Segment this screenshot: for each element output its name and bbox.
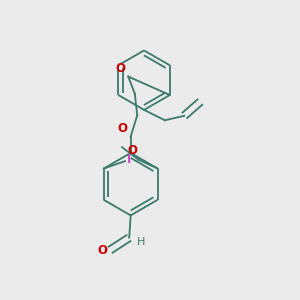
Text: O: O [127,144,137,157]
Text: O: O [115,62,125,75]
Text: O: O [97,244,107,257]
Text: I: I [127,153,131,166]
Text: H: H [136,237,145,247]
Text: O: O [117,122,127,135]
